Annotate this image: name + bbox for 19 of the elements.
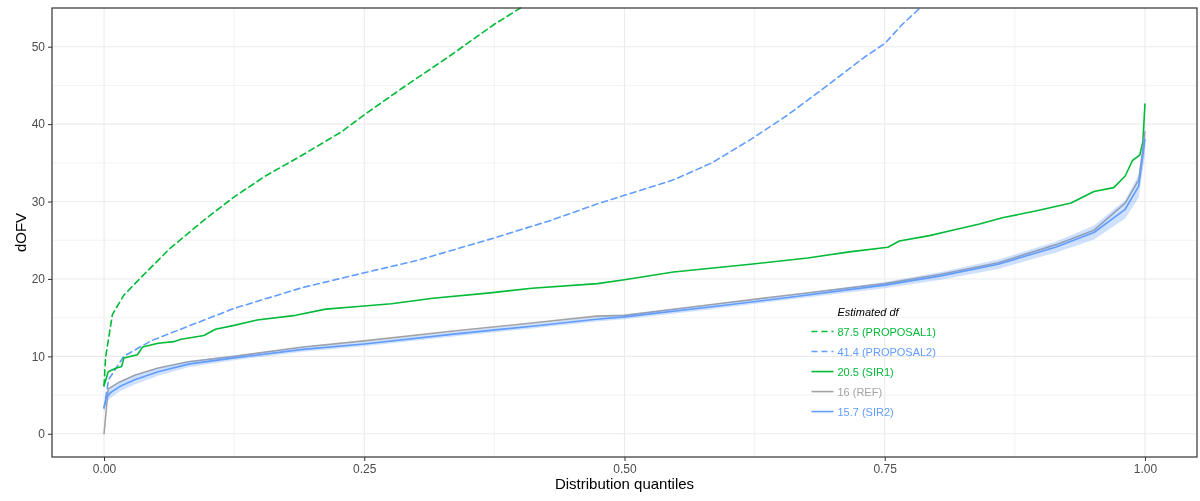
x-tick-label: 0.25: [353, 461, 377, 476]
y-tick-label: 0: [38, 427, 46, 442]
x-tick-label: 0.50: [613, 461, 637, 476]
y-tick-label: 30: [31, 194, 46, 209]
y-tick-label: 50: [31, 40, 46, 55]
y-axis-title: dOFV: [12, 212, 29, 253]
legend-label: 41.4 (PROPOSAL2): [837, 345, 936, 358]
legend-title: Estimated df: [837, 305, 900, 318]
legend-label: 15.7 (SIR2): [837, 405, 894, 418]
y-tick-label: 20: [31, 272, 46, 287]
y-tick-label: 40: [31, 117, 46, 132]
legend-label: 20.5 (SIR1): [837, 365, 894, 378]
x-axis-title: Distribution quantiles: [554, 475, 695, 492]
x-tick-label: 0.75: [873, 461, 898, 476]
x-tick-label: 0.00: [92, 461, 117, 476]
legend-label: 16 (REF): [837, 385, 883, 398]
x-tick-label: 1.00: [1133, 461, 1158, 476]
legend-label: 87.5 (PROPOSAL1): [837, 325, 936, 338]
y-tick-label: 10: [31, 349, 46, 364]
